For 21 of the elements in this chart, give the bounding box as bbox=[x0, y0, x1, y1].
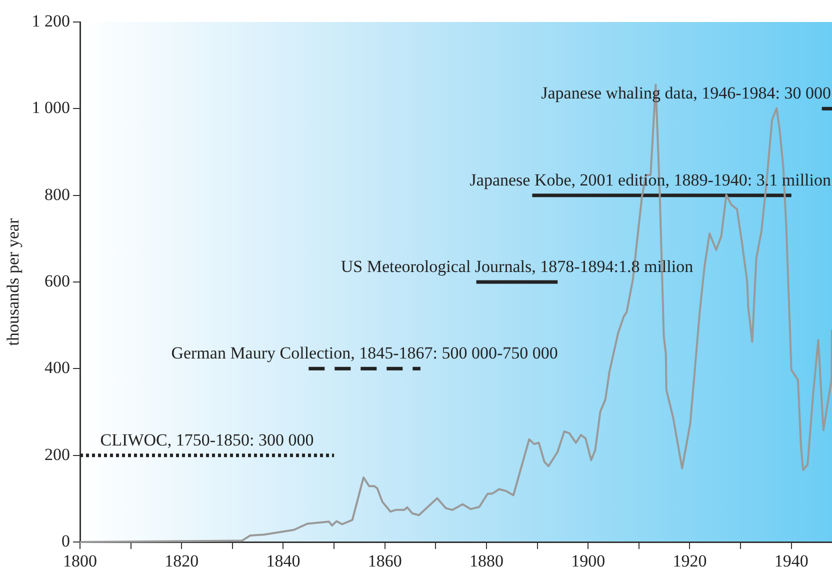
series-label: Japanese whaling data, 1946-1984: 30 000 bbox=[541, 84, 832, 103]
series-label: German Maury Collection, 1845-1867: 500 000-750 000 bbox=[171, 344, 558, 363]
y-tick-label: 1 200 bbox=[32, 11, 70, 30]
series-label: Japanese Kobe, 2001 edition, 1889-1940: 3.1 million bbox=[470, 170, 832, 190]
y-axis-title: thousands per year bbox=[4, 218, 23, 346]
series-label: US Meteorological Journals, 1878-1894:1.8 million bbox=[340, 257, 694, 276]
x-tick-label: 1800 bbox=[63, 552, 97, 571]
x-tick-label: 1920 bbox=[672, 552, 707, 571]
x-tick-label: 1820 bbox=[164, 552, 199, 571]
x-tick-label: 1880 bbox=[469, 552, 504, 571]
series-label: CLIWOC, 1750-1850: 300 000 bbox=[100, 430, 314, 450]
x-tick-label: 1860 bbox=[368, 552, 402, 571]
y-tick-label: 800 bbox=[44, 184, 70, 204]
x-tick-label: 1840 bbox=[266, 552, 300, 571]
x-tick-label: 1900 bbox=[571, 552, 606, 571]
y-tick-label: 200 bbox=[44, 444, 70, 464]
y-tick-label: 0 bbox=[62, 531, 70, 550]
y-tick-label: 400 bbox=[44, 358, 70, 378]
y-tick-label: 600 bbox=[44, 271, 70, 290]
y-tick-label: 1 000 bbox=[32, 98, 70, 118]
x-tick-label: 1940 bbox=[774, 552, 808, 571]
